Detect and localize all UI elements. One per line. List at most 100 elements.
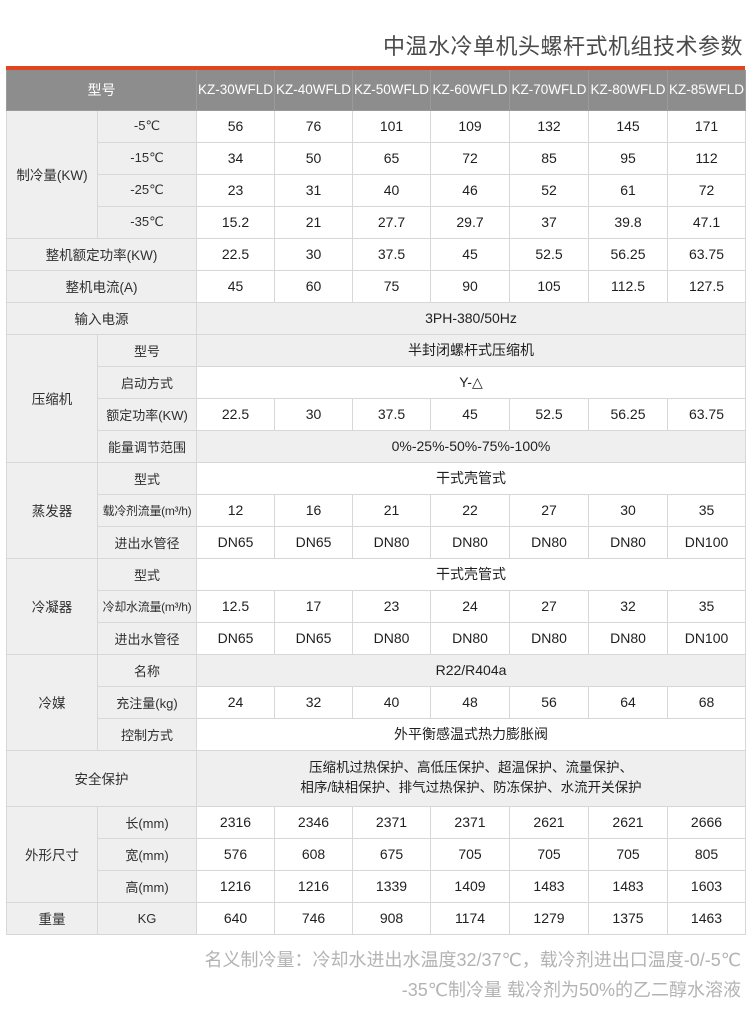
cell-cooling-minus35-0: 15.2: [196, 205, 275, 239]
cell-cooling-minus25-5: 61: [588, 173, 668, 207]
cell-evaporator-pipe-5: DN80: [588, 525, 668, 559]
cell-rated-power-5: 56.25: [588, 237, 668, 271]
cell-cooling-minus15-6: 112: [667, 141, 746, 175]
cell-evaporator-pipe-6: DN100: [667, 525, 746, 559]
row-label-cooling-minus15: -15℃: [97, 141, 197, 175]
cell-compressor-power-4: 52.5: [509, 397, 589, 431]
cell-refrigerant-charge-0: 24: [196, 685, 275, 719]
cell-safety-protection-value: 压缩机过热保护、高低压保护、超温保护、流量保护、 相序/缺相保护、排气过热保护、…: [196, 749, 746, 807]
title-bar: 中温水冷单机头螺杆式机组技术参数: [0, 0, 751, 66]
cell-cooling-minus35-1: 21: [274, 205, 353, 239]
group-label-dimensions: 外形尺寸: [6, 805, 98, 903]
row-label-dimension-height: 高(mm): [97, 869, 197, 903]
row-label-condenser-type: 型式: [97, 557, 197, 591]
cell-dimension-width-3: 705: [430, 837, 510, 871]
cell-rated-power-1: 30: [274, 237, 353, 271]
table-row: 充注量(kg) 24 32 40 48 56 64 68: [7, 685, 746, 719]
table-row: 能量调节范围 0%-25%-50%-75%-100%: [7, 429, 746, 463]
cell-cooling-minus5-0: 56: [196, 109, 275, 143]
row-label-condenser-pipe: 进出水管径: [97, 621, 197, 655]
cell-condenser-pipe-5: DN80: [588, 621, 668, 655]
cell-condenser-flow-6: 35: [667, 589, 746, 623]
cell-compressor-power-5: 56.25: [588, 397, 668, 431]
cell-evaporator-flow-4: 27: [509, 493, 589, 527]
cell-compressor-model-value: 半封闭螺杆式压缩机: [196, 333, 746, 367]
cell-cooling-minus5-4: 132: [509, 109, 589, 143]
row-label-dimension-width: 宽(mm): [97, 837, 197, 871]
cell-cooling-minus25-2: 40: [352, 173, 431, 207]
cell-condenser-flow-2: 23: [352, 589, 431, 623]
row-label-cooling-minus35: -35℃: [97, 205, 197, 239]
cell-dimension-height-2: 1339: [352, 869, 431, 903]
cell-dimension-width-0: 576: [196, 837, 275, 871]
table-row: 进出水管径 DN65 DN65 DN80 DN80 DN80 DN80 DN10…: [7, 621, 746, 655]
cell-compressor-power-1: 30: [274, 397, 353, 431]
row-label-refrigerant-name: 名称: [97, 653, 197, 687]
cell-weight-0: 640: [196, 901, 275, 935]
cell-cooling-minus35-6: 47.1: [667, 205, 746, 239]
row-label-rated-power: 整机额定功率(KW): [6, 237, 197, 271]
cell-weight-4: 1279: [509, 901, 589, 935]
cell-cooling-minus35-3: 29.7: [430, 205, 510, 239]
cell-dimension-width-6: 805: [667, 837, 746, 871]
cell-rated-current-5: 112.5: [588, 269, 668, 303]
cell-cooling-minus25-1: 31: [274, 173, 353, 207]
cell-rated-power-6: 63.75: [667, 237, 746, 271]
cell-cooling-minus15-0: 34: [196, 141, 275, 175]
cell-cooling-minus15-2: 65: [352, 141, 431, 175]
cell-dimension-length-6: 2666: [667, 805, 746, 839]
cell-cooling-minus15-3: 72: [430, 141, 510, 175]
cell-weight-3: 1174: [430, 901, 510, 935]
cell-rated-current-1: 60: [274, 269, 353, 303]
row-label-dimension-length: 长(mm): [97, 805, 197, 839]
table-row: 蒸发器 型式 干式壳管式: [6, 461, 746, 559]
row-label-rated-current: 整机电流(A): [6, 269, 197, 303]
cell-cooling-minus5-5: 145: [588, 109, 668, 143]
row-label-compressor-capacity-range: 能量调节范围: [97, 429, 197, 463]
row-label-evaporator-type: 型式: [97, 461, 197, 495]
cell-dimension-width-5: 705: [588, 837, 668, 871]
cell-dimension-height-4: 1483: [509, 869, 589, 903]
cell-cooling-minus25-6: 72: [667, 173, 746, 207]
cell-rated-power-0: 22.5: [196, 237, 275, 271]
cell-dimension-height-0: 1216: [196, 869, 275, 903]
cell-refrigerant-charge-1: 32: [274, 685, 353, 719]
table-row: 压缩机 型号 半封闭螺杆式压缩机: [6, 333, 746, 463]
group-label-weight: 重量: [6, 901, 98, 935]
header-model-0: KZ-30WFLD: [196, 70, 275, 111]
cell-condenser-flow-4: 27: [509, 589, 589, 623]
cell-dimension-length-3: 2371: [430, 805, 510, 839]
header-model-label: 型号: [6, 70, 197, 111]
row-label-weight-unit: KG: [97, 901, 197, 935]
cell-condenser-flow-5: 32: [588, 589, 668, 623]
table-row: -15℃ 34 50 65 72 85 95 112: [7, 141, 746, 175]
cell-dimension-length-4: 2621: [509, 805, 589, 839]
table-row: 输入电源 3PH-380/50Hz: [6, 301, 746, 335]
cell-rated-current-3: 90: [430, 269, 510, 303]
cell-evaporator-pipe-4: DN80: [509, 525, 589, 559]
cell-cooling-minus35-5: 39.8: [588, 205, 668, 239]
cell-rated-current-2: 75: [352, 269, 431, 303]
group-label-condenser: 冷凝器: [6, 557, 98, 655]
group-label-cooling-capacity: 制冷量(KW): [6, 109, 98, 239]
table-row: 外形尺寸 长(mm) 2316 2346 2371 2371 2621 2621…: [6, 805, 746, 903]
cell-cooling-minus35-2: 27.7: [352, 205, 431, 239]
cell-weight-1: 746: [274, 901, 353, 935]
cell-evaporator-type-value: 干式壳管式: [196, 461, 746, 495]
cell-rated-current-0: 45: [196, 269, 275, 303]
cell-cooling-minus5-3: 109: [430, 109, 510, 143]
cell-dimension-height-6: 1603: [667, 869, 746, 903]
cell-evaporator-flow-6: 35: [667, 493, 746, 527]
row-label-cooling-minus25: -25℃: [97, 173, 197, 207]
table-row: 进出水管径 DN65 DN65 DN80 DN80 DN80 DN80 DN10…: [7, 525, 746, 559]
cell-cooling-minus15-1: 50: [274, 141, 353, 175]
table-row: 控制方式 外平衡感温式热力膨胀阀: [7, 717, 746, 751]
header-model-5: KZ-80WFLD: [588, 70, 668, 111]
table-row: 重量 KG 640 746 908 1174 1279 1375 1463: [6, 901, 746, 935]
table-header-row: 型号 KZ-30WFLD KZ-40WFLD KZ-50WFLD KZ-60WF…: [6, 70, 746, 111]
table-row: 冷凝器 型式 干式壳管式: [6, 557, 746, 655]
cell-evaporator-flow-0: 12: [196, 493, 275, 527]
cell-condenser-pipe-6: DN100: [667, 621, 746, 655]
table-row: 宽(mm) 576 608 675 705 705 705 805: [7, 837, 746, 871]
